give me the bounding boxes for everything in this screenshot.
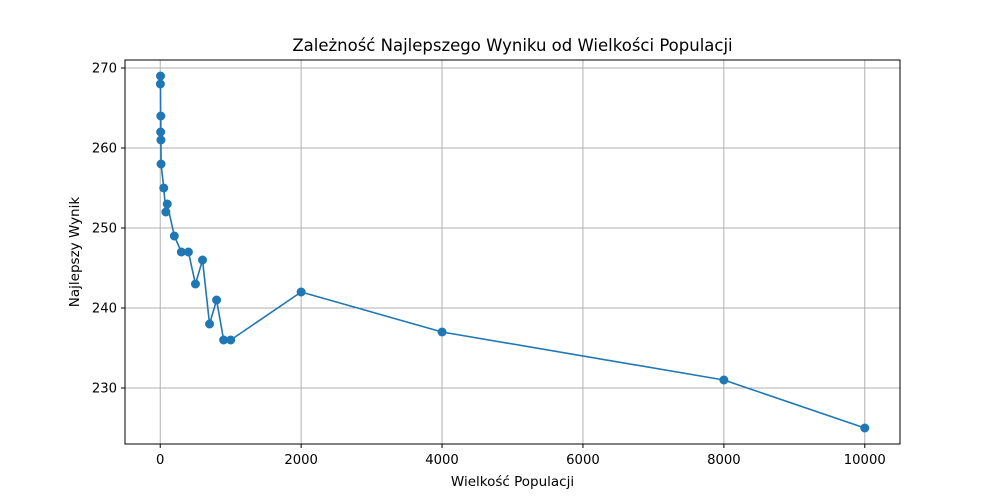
x-tick-label: 2000: [284, 453, 318, 468]
data-point: [156, 135, 166, 145]
data-point: [169, 231, 179, 241]
chart-title: Zależność Najlepszego Wyniku od Wielkośc…: [292, 36, 732, 55]
data-point: [161, 207, 171, 217]
data-point: [156, 111, 166, 121]
data-point: [155, 79, 165, 89]
data-point: [296, 287, 306, 297]
x-tick-label: 4000: [425, 453, 459, 468]
y-tick-label: 230: [92, 382, 117, 397]
data-point: [156, 127, 166, 137]
axis-ticks: 0 2000 4000 6000 8000 10000 230 240 250 260 270: [92, 62, 886, 469]
x-tick-label: 6000: [566, 453, 600, 468]
data-point: [162, 199, 172, 209]
data-point: [437, 327, 447, 337]
plot-frame: [124, 59, 901, 445]
data-series: [155, 71, 870, 433]
x-tick-label: 0: [156, 453, 164, 468]
data-point: [176, 247, 186, 257]
data-point: [860, 423, 870, 433]
data-point: [156, 159, 166, 169]
data-point: [183, 247, 193, 257]
data-point: [198, 255, 207, 265]
data-point: [226, 335, 236, 345]
data-point: [719, 375, 729, 385]
data-point: [156, 71, 166, 81]
data-point: [205, 319, 215, 329]
data-point: [190, 279, 200, 289]
x-tick-label: 10000: [844, 453, 886, 468]
data-point: [159, 183, 169, 193]
y-tick-label: 240: [92, 302, 117, 317]
x-tick-label: 8000: [707, 453, 741, 468]
y-tick-label: 260: [92, 142, 117, 157]
data-point: [219, 335, 229, 345]
y-axis-label: Najlepszy Wynik: [67, 197, 83, 308]
x-axis-label: Wielkość Populacji: [451, 474, 574, 490]
grid: [125, 60, 900, 444]
y-tick-label: 250: [92, 222, 117, 237]
data-point: [212, 295, 222, 305]
y-tick-label: 270: [92, 62, 117, 77]
